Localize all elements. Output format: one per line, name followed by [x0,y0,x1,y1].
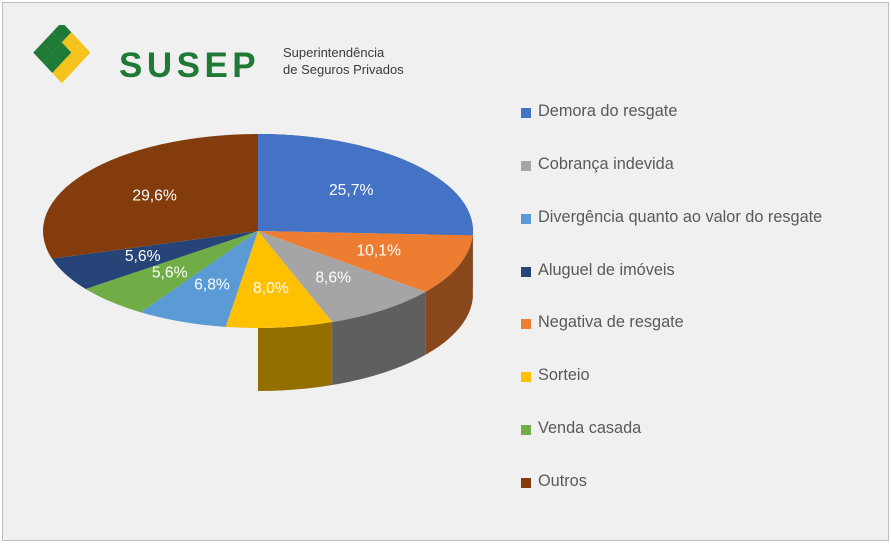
svg-text:5,6%: 5,6% [152,265,188,282]
svg-text:25,7%: 25,7% [329,182,374,199]
svg-text:8,0%: 8,0% [253,280,289,297]
svg-text:10,1%: 10,1% [356,243,401,260]
svg-text:5,6%: 5,6% [125,248,161,265]
svg-text:29,6%: 29,6% [132,187,177,204]
svg-text:8,6%: 8,6% [315,269,351,286]
svg-text:6,8%: 6,8% [194,277,230,294]
